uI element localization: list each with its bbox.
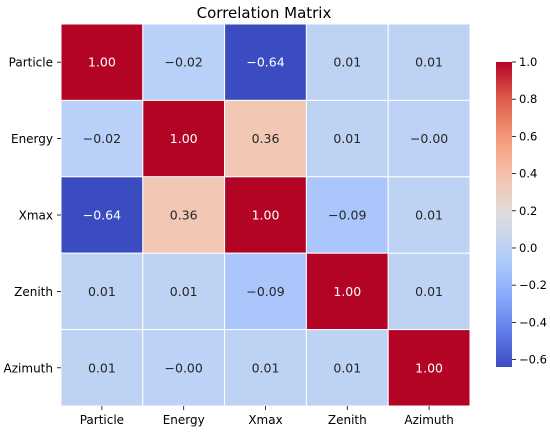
heatmap-cell (224, 176, 307, 254)
colorbar-gradient (496, 62, 512, 367)
y-axis-tick-label: Particle (9, 56, 53, 70)
colorbar-tick-label: −0.2 (519, 278, 547, 292)
heatmap-cell (60, 23, 144, 101)
colorbar-tick-label: −0.6 (519, 353, 547, 367)
heatmap-cell-label: 0.36 (252, 131, 280, 146)
heatmap-cell (305, 176, 389, 254)
heatmap-cell (142, 329, 226, 407)
colorbar-tick-label: 0.2 (519, 204, 537, 218)
x-axis-tick-labels: Particle Energy Xmax Zenith Azimuth (80, 406, 454, 427)
heatmap-cell-label: −0.02 (165, 55, 203, 70)
heatmap-cell (387, 23, 471, 101)
heatmap-cell-label: 1.00 (415, 360, 443, 375)
heatmap-cell (60, 99, 144, 178)
colorbar-tick-label: −0.4 (519, 315, 547, 329)
chart-title: Correlation Matrix (197, 4, 332, 22)
heatmap-cell-label: 0.01 (170, 284, 198, 299)
heatmap-cell-label: 0.01 (415, 208, 443, 223)
heatmap-cell-label: 1.00 (252, 208, 280, 223)
y-axis-tick-label: Zenith (14, 285, 53, 299)
heatmap-cell-label: −0.64 (246, 55, 284, 70)
x-axis-tick-label: Energy (163, 413, 205, 427)
y-axis-tick-label: Azimuth (4, 361, 53, 375)
heatmap-cell-label: −0.00 (410, 131, 448, 146)
y-axis-tick-label: Xmax (19, 209, 53, 223)
heatmap-cell-label: 0.36 (170, 208, 198, 223)
heatmap-cell-label: 1.00 (333, 284, 361, 299)
heatmap-cell-label: −0.02 (83, 131, 121, 146)
colorbar-tick-label: 0.0 (519, 241, 537, 255)
y-axis-tick-label: Energy (11, 132, 53, 146)
colorbar: 1.0 0.8 0.6 0.4 0.2 0.0 −0.2 −0.4 −0.6 (496, 55, 547, 367)
colorbar-tick-label: 1.0 (519, 55, 537, 69)
heatmap-cells (60, 23, 471, 407)
heatmap-cell-label: 0.01 (415, 284, 443, 299)
heatmap-cell (387, 329, 471, 407)
heatmap-cell-label: −0.09 (246, 284, 284, 299)
colorbar-tick-label: 0.6 (519, 129, 537, 143)
x-axis-tick-label: Azimuth (404, 413, 453, 427)
heatmap-cell-label: 0.01 (88, 284, 116, 299)
x-axis-tick-label: Zenith (328, 413, 367, 427)
x-axis-tick-label: Xmax (248, 413, 282, 427)
heatmap-cell-label: 0.01 (333, 131, 361, 146)
heatmap-cell-label: −0.00 (165, 360, 203, 375)
heatmap-cell-labels: 1.00 −0.02 −0.64 0.01 0.01 −0.02 1.00 0.36 0.01 −… (83, 55, 449, 376)
x-axis-tick-label: Particle (80, 413, 124, 427)
heatmap-cell-label: −0.64 (83, 208, 121, 223)
y-axis-tick-labels: Particle Energy Xmax Zenith Azimuth (4, 56, 61, 375)
heatmap-cell (142, 176, 226, 254)
heatmap-cell (142, 23, 226, 101)
heatmap-cell (387, 176, 471, 254)
heatmap-cell (142, 252, 226, 331)
heatmap-cell (224, 99, 307, 178)
heatmap-cell (387, 99, 471, 178)
heatmap-cell-label: 0.01 (333, 55, 361, 70)
heatmap-cell (224, 329, 307, 407)
heatmap-cell (224, 23, 307, 101)
heatmap-cell (387, 252, 471, 331)
colorbar-tick-label: 0.4 (519, 167, 537, 181)
heatmap-cell-label: 0.01 (88, 360, 116, 375)
heatmap-cell-label: 1.00 (170, 131, 198, 146)
colorbar-tick-label: 0.8 (519, 92, 537, 106)
heatmap-cell (224, 252, 307, 331)
heatmap-cell-label: 0.01 (415, 55, 443, 70)
heatmap-cell-label: −0.09 (328, 208, 366, 223)
heatmap-cell (305, 252, 389, 331)
heatmap-cell-label: 1.00 (88, 55, 116, 70)
heatmap-cell-label: 0.01 (252, 360, 280, 375)
heatmap-cell (60, 329, 144, 407)
heatmap-cell-label: 0.01 (333, 360, 361, 375)
heatmap-cell (305, 23, 389, 101)
